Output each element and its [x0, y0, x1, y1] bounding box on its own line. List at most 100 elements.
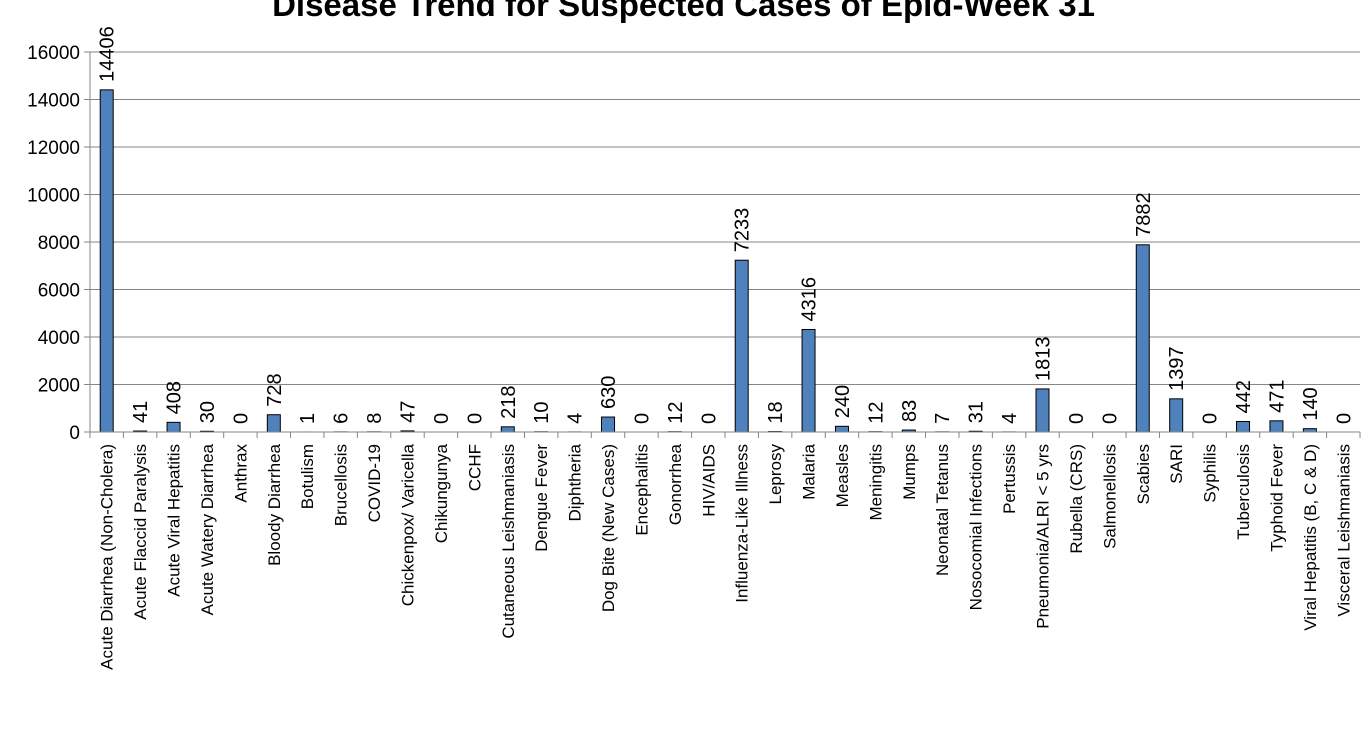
x-tick-label: Acute Flaccid Paralysis [131, 444, 150, 620]
data-label: 7882 [1133, 192, 1155, 237]
data-label: 4316 [799, 277, 821, 322]
bar [834, 425, 849, 433]
x-tick-label: Acute Viral Hepatitis [165, 444, 184, 597]
data-label: 0 [230, 413, 252, 424]
x-tick-label: Encephalitis [632, 444, 651, 536]
x-tick-label: Acute Watery Diarrhea [198, 443, 217, 615]
y-tick-label: 0 [69, 423, 80, 444]
x-tick-label: Meningitis [866, 444, 885, 521]
data-label: 471 [1266, 379, 1288, 412]
data-label: 1813 [1033, 336, 1055, 381]
bar [266, 414, 281, 433]
data-label: 4 [999, 413, 1021, 424]
x-tick-label: Chikungunya [432, 443, 451, 543]
y-tick-labels: 0 2000 4000 6000 8000 10000 12000 14000 16000 [27, 43, 80, 444]
bar [734, 259, 749, 433]
x-tick-label: Tuberculosis [1234, 444, 1253, 540]
x-tick-label: Malaria [800, 443, 819, 499]
data-label: 47 [398, 401, 420, 423]
x-tick-label: Chickenpox/ Varicella [399, 443, 418, 606]
y-tick-label: 16000 [27, 43, 80, 64]
bar [99, 89, 114, 433]
bar [166, 421, 181, 433]
y-tick-label: 8000 [38, 233, 80, 254]
data-label: 218 [498, 385, 520, 418]
data-label: 442 [1233, 380, 1255, 413]
data-label: 7 [932, 413, 954, 424]
bar [1269, 420, 1284, 433]
x-tick-label: Neonatal Tetanus [933, 444, 952, 576]
x-tick-label: Measles [833, 444, 852, 507]
data-label: 1 [297, 413, 319, 424]
y-tick-label: 6000 [38, 281, 80, 302]
data-label: 0 [698, 413, 720, 424]
data-label: 0 [1066, 413, 1088, 424]
x-tick-label: Diphtheria [566, 443, 585, 521]
data-label: 0 [464, 413, 486, 424]
bar [601, 416, 616, 433]
x-tick-label: Viral Hepatitis (B, C & D) [1301, 444, 1320, 631]
y-tick-label: 4000 [38, 328, 80, 349]
data-label: 12 [865, 401, 887, 423]
axes [84, 51, 1361, 438]
data-label: 240 [832, 385, 854, 418]
x-tick-label: CCHF [465, 444, 484, 491]
x-tick-label: HIV/AIDS [699, 444, 718, 517]
data-label: 728 [264, 373, 286, 406]
x-tick-label: Rubella (CRS) [1067, 444, 1086, 554]
y-tick-label: 12000 [27, 138, 80, 159]
data-label: 6 [331, 413, 353, 424]
bar [500, 426, 515, 433]
bar [1035, 388, 1050, 433]
x-tick-label: Gonorrhea [666, 443, 685, 525]
data-label: 408 [164, 381, 186, 414]
x-tick-label: SARI [1167, 444, 1186, 484]
data-label: 18 [765, 401, 787, 423]
x-tick-label: Cutaneous Leishmaniasis [499, 444, 518, 639]
x-tick-label: Pneumonia/ALRI < 5 yrs [1034, 444, 1053, 629]
x-tick-label: Pertussis [1000, 444, 1019, 514]
y-tick-label: 2000 [38, 376, 80, 397]
x-tick-label: Bloody Diarrhea [265, 443, 284, 565]
data-label: 0 [431, 413, 453, 424]
x-tick-label: Brucellosis [332, 444, 351, 526]
x-tick-label: Anthrax [231, 444, 250, 503]
y-tick-label: 14000 [27, 91, 80, 112]
chart-title: Disease Trend for Suspected Cases of Epi… [272, 0, 1095, 23]
x-tick-label: Syphilis [1201, 444, 1220, 503]
data-label: 14406 [97, 26, 119, 82]
data-label: 0 [631, 413, 653, 424]
x-tick-label: Influenza-Like Illness [733, 444, 752, 603]
x-tick-label: Typhoid Fever [1267, 444, 1286, 552]
x-tick-label: Dog Bite (New Cases) [599, 444, 618, 612]
x-tick-label: Acute Diarrhea (Non-Cholera) [98, 444, 117, 670]
data-label: 8 [364, 413, 386, 424]
data-label: 41 [130, 401, 152, 423]
x-tick-label: COVID-19 [365, 444, 384, 522]
data-label: 30 [197, 401, 219, 423]
y-tick-label: 10000 [27, 186, 80, 207]
x-tick-label: Leprosy [766, 444, 785, 505]
data-label: 7233 [732, 208, 754, 253]
data-label: 10 [531, 402, 553, 424]
x-tick-label: Nosocomial Infections [967, 444, 986, 610]
bar [1135, 244, 1150, 433]
data-label: 83 [899, 400, 921, 422]
x-tick-label: Visceral Leishmaniasis [1334, 444, 1353, 617]
data-label: 140 [1300, 387, 1322, 420]
data-label: 630 [598, 376, 620, 409]
data-label: 0 [1099, 413, 1121, 424]
x-tick-label: Botulism [298, 444, 317, 509]
x-tick-label: Mumps [900, 444, 919, 500]
bar [1236, 421, 1251, 433]
x-tick-labels: Acute Diarrhea (Non-Cholera) Acute Flacci… [98, 443, 1354, 669]
x-tick-label: Salmonellosis [1100, 444, 1119, 549]
bar [801, 328, 816, 433]
data-label: 0 [1333, 413, 1355, 424]
data-label: 1397 [1166, 346, 1188, 391]
gridlines [90, 51, 1360, 385]
x-tick-label: Dengue Fever [532, 444, 551, 552]
bar [1169, 398, 1184, 433]
